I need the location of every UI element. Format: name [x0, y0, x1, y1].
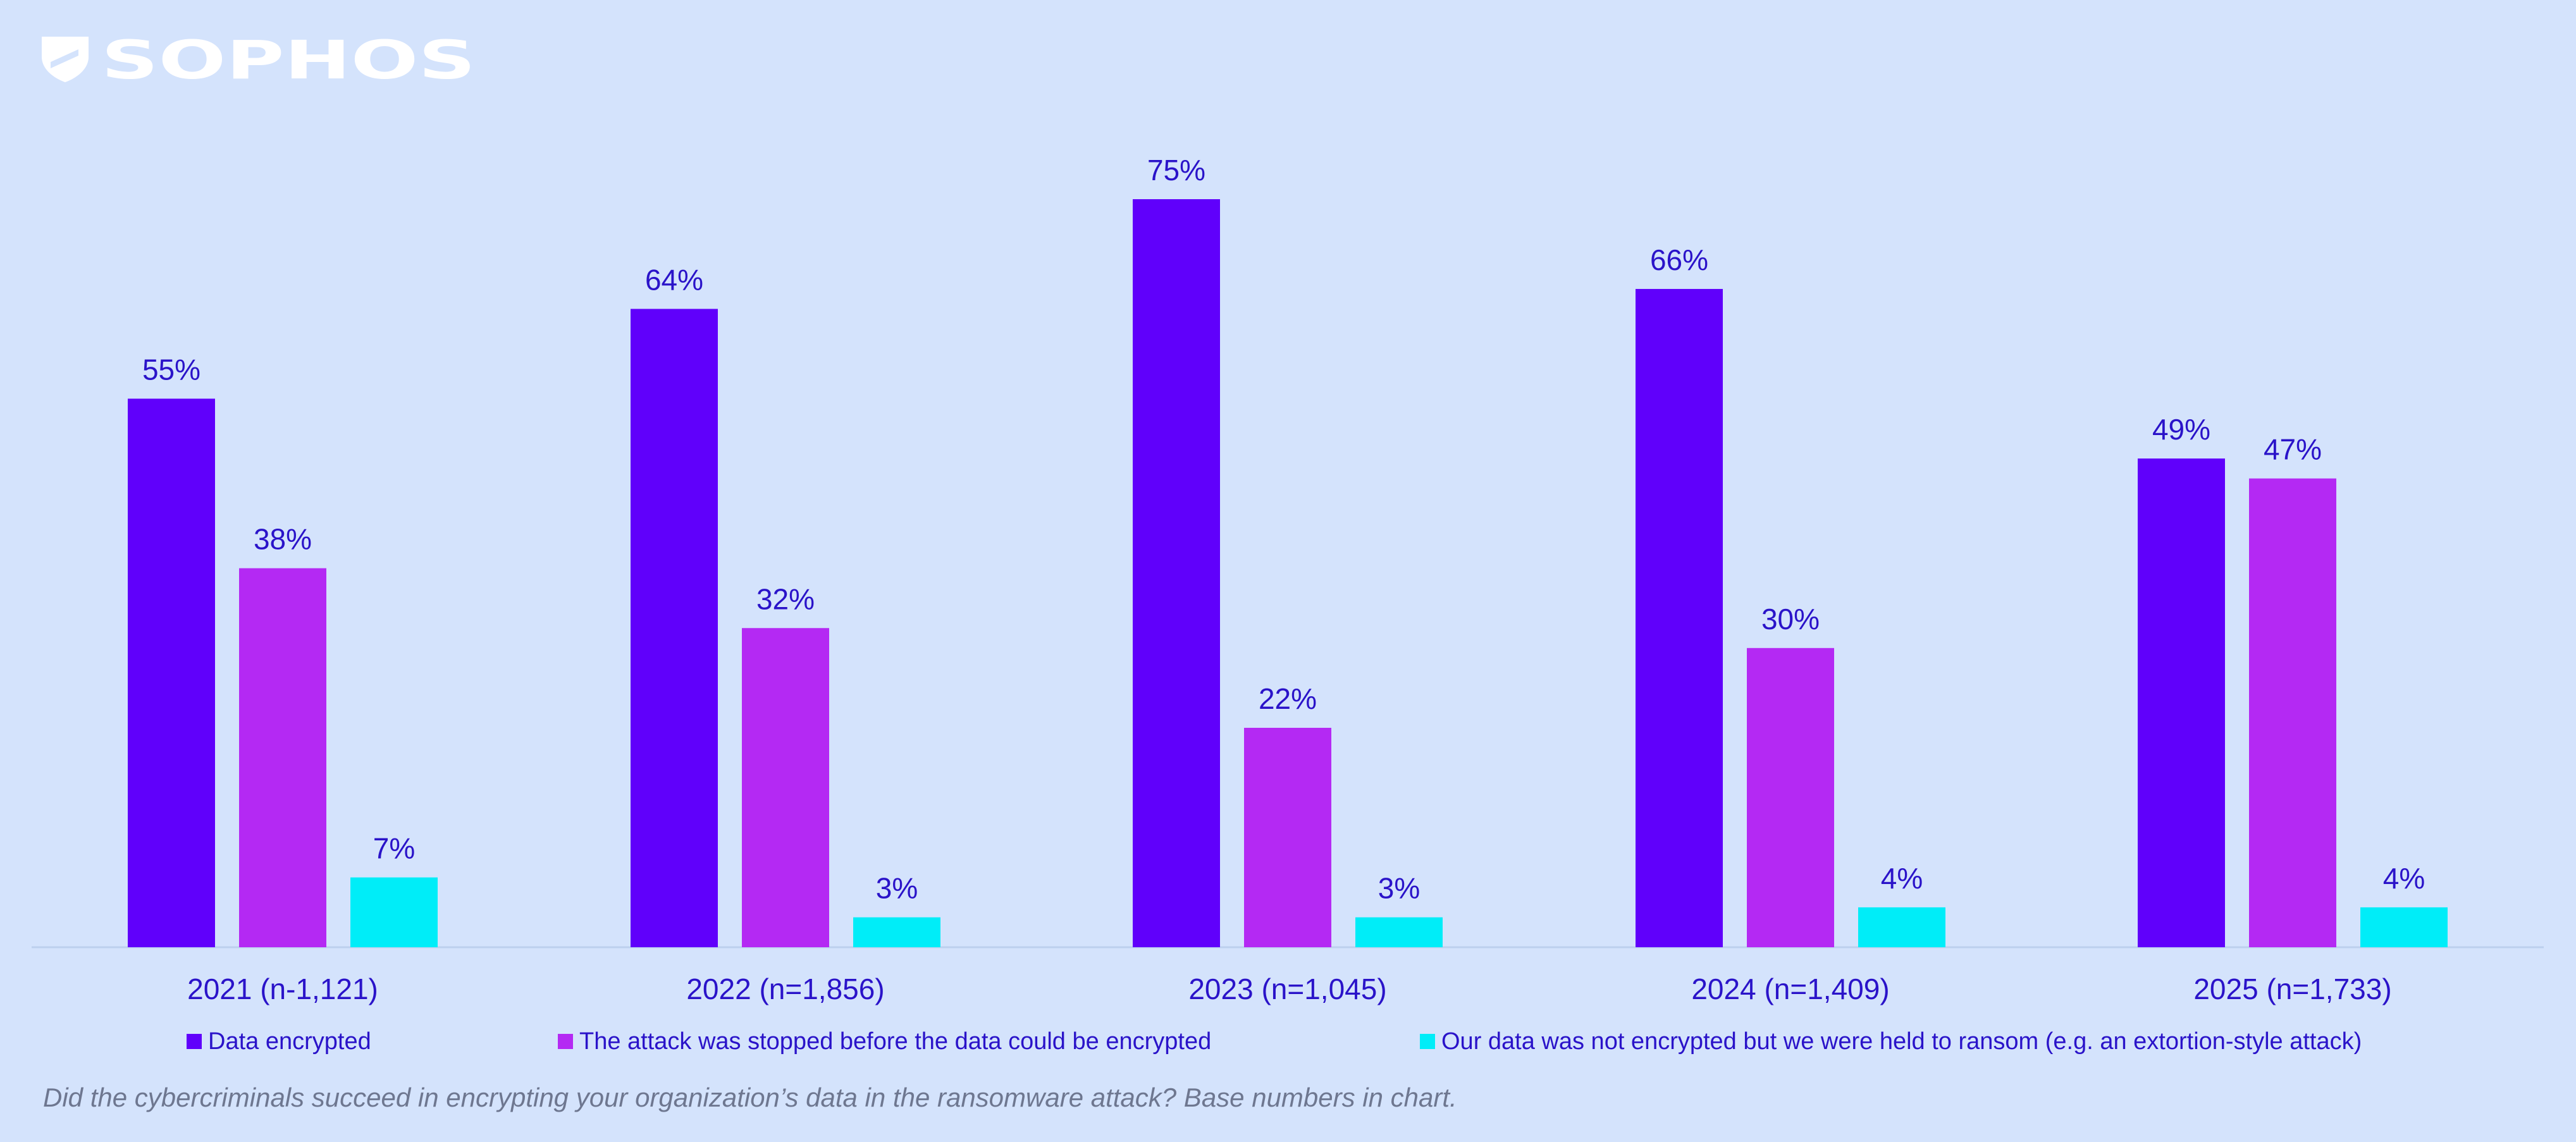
legend-label-2: Our data was not encrypted but we were h… [1441, 1028, 2362, 1055]
legend: Data encrypted The attack was stopped bef… [187, 1028, 2362, 1055]
value-labels: 55% 38% 7% 64% 32% 3% 75% 22% 3% 66% 30% 4% 49% 47% 4% [142, 154, 2425, 905]
value-label-1-0: 64% [645, 264, 703, 297]
legend-swatch-2 [1420, 1034, 1435, 1049]
value-label-2-0: 75% [1147, 154, 1205, 187]
shield-stripe [51, 49, 78, 68]
legend-swatch-1 [558, 1034, 573, 1049]
bar-0-0 [128, 398, 215, 947]
value-label-1-2: 3% [876, 872, 918, 905]
legend-label-1: The attack was stopped before the data c… [579, 1028, 1211, 1055]
category-label-2: 2023 (n=1,045) [1188, 973, 1386, 1005]
bar-4-1 [2249, 478, 2336, 947]
bar-2-0 [1133, 199, 1220, 947]
legend-swatch-0 [187, 1034, 202, 1049]
chart-caption: Did the cybercriminals succeed in encryp… [43, 1083, 1457, 1112]
value-label-1-1: 32% [756, 582, 815, 615]
value-label-0-2: 7% [373, 832, 415, 865]
brand-name: SOPHOS [101, 33, 476, 83]
sophos-logo: SOPHOS [42, 33, 476, 83]
category-label-3: 2024 (n=1,409) [1691, 973, 1889, 1005]
value-label-2-2: 3% [1378, 872, 1420, 905]
bar-4-2 [2360, 907, 2448, 947]
value-label-3-0: 66% [1650, 243, 1708, 276]
value-label-4-0: 49% [2152, 413, 2210, 446]
value-label-3-2: 4% [1881, 862, 1923, 895]
bar-3-2 [1858, 907, 1945, 947]
legend-label-0: Data encrypted [208, 1028, 371, 1055]
category-label-0: 2021 (n-1,121) [187, 973, 378, 1005]
value-label-2-1: 22% [1259, 682, 1317, 715]
bar-1-0 [631, 309, 718, 947]
bar-2-2 [1355, 917, 1443, 947]
bar-3-0 [1636, 288, 1723, 948]
category-labels: 2021 (n-1,121) 2022 (n=1,856) 2023 (n=1,04… [187, 973, 2392, 1005]
bar-4-0 [2138, 458, 2225, 947]
value-label-4-2: 4% [2383, 862, 2425, 895]
bar-3-1 [1747, 648, 1834, 947]
bars [128, 199, 2448, 948]
category-label-1: 2022 (n=1,856) [686, 973, 884, 1005]
category-label-4: 2025 (n=1,733) [2193, 973, 2391, 1005]
bar-0-2 [350, 877, 438, 947]
bar-1-1 [742, 628, 829, 947]
bar-1-2 [853, 917, 940, 947]
value-label-0-1: 38% [254, 523, 312, 556]
value-label-4-1: 47% [2264, 433, 2322, 466]
bar-2-1 [1244, 727, 1331, 947]
value-label-3-1: 30% [1761, 603, 1820, 635]
value-label-0-0: 55% [142, 353, 200, 386]
bar-0-1 [239, 568, 326, 947]
